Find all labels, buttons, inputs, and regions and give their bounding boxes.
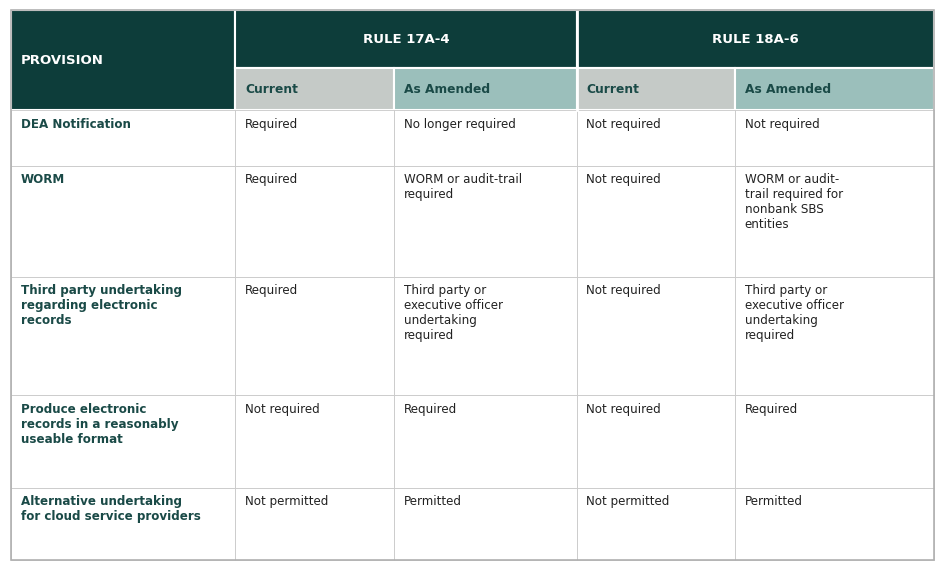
Text: Required: Required [244,173,298,186]
Text: PROVISION: PROVISION [21,54,104,67]
Text: As Amended: As Amended [403,83,489,96]
Bar [734,166,933,276]
Bar [576,487,734,560]
Text: Current: Current [244,83,297,96]
Bar [576,396,734,487]
Text: Not required: Not required [585,117,660,131]
Text: Not permitted: Not permitted [244,495,328,508]
Text: Alternative undertaking
for cloud service providers: Alternative undertaking for cloud servic… [21,495,200,523]
Text: Produce electronic
records in a reasonably
useable format: Produce electronic records in a reasonab… [21,403,178,446]
Text: Not required: Not required [585,173,660,186]
Text: No longer required: No longer required [403,117,514,131]
Text: Not required: Not required [585,403,660,416]
Bar [576,68,734,110]
Text: DEA Notification: DEA Notification [21,117,130,131]
Text: Not required: Not required [244,403,319,416]
Text: Required: Required [744,403,798,416]
Bar [11,166,235,276]
Text: WORM or audit-
trail required for
nonbank SBS
entities: WORM or audit- trail required for nonban… [744,173,842,231]
Bar [576,10,933,68]
Bar [11,487,235,560]
Bar [734,68,933,110]
Bar [576,276,734,396]
Bar [11,396,235,487]
Bar [235,487,394,560]
Text: WORM or audit-trail
required: WORM or audit-trail required [403,173,521,201]
Text: RULE 17A-4: RULE 17A-4 [362,32,449,46]
Text: Not permitted: Not permitted [585,495,669,508]
Text: Third party undertaking
regarding electronic
records: Third party undertaking regarding electr… [21,284,181,327]
Bar [11,276,235,396]
Bar [394,276,576,396]
Bar [734,487,933,560]
Text: Required: Required [244,117,298,131]
Bar [235,166,394,276]
Bar [394,396,576,487]
Text: Current: Current [585,83,638,96]
Bar [394,110,576,166]
Bar [235,396,394,487]
Bar [235,276,394,396]
Bar [576,110,734,166]
Text: Required: Required [244,284,298,297]
Bar [394,166,576,276]
Bar [235,10,576,68]
Bar [394,68,576,110]
Bar [734,110,933,166]
Bar [235,110,394,166]
Text: Not required: Not required [585,284,660,297]
Text: Permitted: Permitted [744,495,802,508]
Bar [734,396,933,487]
Text: Third party or
executive officer
undertaking
required: Third party or executive officer underta… [403,284,502,342]
Text: As Amended: As Amended [744,83,830,96]
Text: Required: Required [403,403,456,416]
Text: WORM: WORM [21,173,65,186]
Bar [394,487,576,560]
Bar [11,10,235,110]
Text: Not required: Not required [744,117,818,131]
Text: Third party or
executive officer
undertaking
required: Third party or executive officer underta… [744,284,843,342]
Bar [11,110,235,166]
Bar [734,276,933,396]
Text: Permitted: Permitted [403,495,461,508]
Bar [576,166,734,276]
Text: RULE 18A-6: RULE 18A-6 [711,32,798,46]
Bar [235,68,394,110]
